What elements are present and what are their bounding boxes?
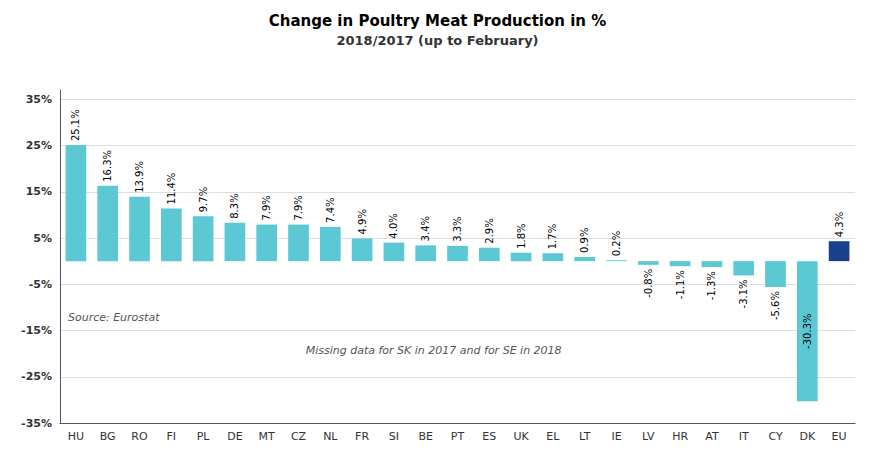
svg-text:-5.6%: -5.6% [770, 291, 781, 320]
svg-text:7.9%: 7.9% [293, 195, 304, 220]
svg-text:9.7%: 9.7% [198, 187, 209, 212]
svg-text:-30.3%: -30.3% [802, 313, 813, 348]
svg-text:IT: IT [739, 430, 749, 443]
svg-text:CZ: CZ [291, 430, 307, 443]
svg-text:7.4%: 7.4% [325, 197, 336, 222]
svg-text:-15%: -15% [21, 324, 52, 337]
svg-text:LT: LT [579, 430, 591, 443]
svg-text:CY: CY [768, 430, 782, 443]
svg-text:RO: RO [131, 430, 148, 443]
svg-text:AT: AT [705, 430, 719, 443]
svg-text:-1.1%: -1.1% [675, 270, 686, 299]
svg-text:3.3%: 3.3% [452, 216, 463, 241]
svg-text:16.3%: 16.3% [102, 150, 113, 182]
svg-text:MT: MT [259, 430, 275, 443]
svg-text:-35%: -35% [21, 417, 52, 430]
svg-text:15%: 15% [26, 185, 52, 198]
svg-text:7.9%: 7.9% [261, 195, 272, 220]
svg-text:HU: HU [68, 430, 84, 443]
svg-text:25%: 25% [26, 139, 52, 152]
svg-text:0.2%: 0.2% [611, 231, 622, 256]
svg-text:-25%: -25% [21, 370, 52, 383]
svg-text:2018/2017 (up to February): 2018/2017 (up to February) [336, 33, 538, 48]
svg-text:4.3%: 4.3% [834, 212, 845, 237]
svg-text:IE: IE [611, 430, 621, 443]
svg-text:HR: HR [672, 430, 688, 443]
svg-text:11.4%: 11.4% [166, 173, 177, 205]
svg-text:EL: EL [546, 430, 560, 443]
svg-text:EU: EU [832, 430, 847, 443]
svg-text:3.4%: 3.4% [420, 216, 431, 241]
svg-text:-5%: -5% [29, 278, 52, 291]
svg-text:UK: UK [513, 430, 529, 443]
svg-text:-3.1%: -3.1% [738, 279, 749, 308]
svg-text:35%: 35% [26, 93, 52, 106]
svg-text:1.8%: 1.8% [516, 223, 527, 248]
svg-text:NL: NL [323, 430, 338, 443]
svg-text:BG: BG [100, 430, 116, 443]
svg-text:PL: PL [197, 430, 211, 443]
svg-text:4.0%: 4.0% [388, 213, 399, 238]
svg-text:4.9%: 4.9% [357, 209, 368, 234]
svg-text:FR: FR [355, 430, 369, 443]
svg-text:25.1%: 25.1% [70, 109, 81, 141]
svg-text:1.7%: 1.7% [547, 224, 558, 249]
svg-text:Missing data for SK in 2017 an: Missing data for SK in 2017 and for SE i… [306, 344, 562, 357]
svg-text:Change in Poultry Meat Product: Change in Poultry Meat Production in % [269, 12, 607, 30]
svg-text:5%: 5% [33, 232, 52, 245]
svg-text:BE: BE [418, 430, 433, 443]
svg-text:DE: DE [227, 430, 242, 443]
svg-text:-1.3%: -1.3% [706, 271, 717, 300]
svg-text:13.9%: 13.9% [134, 161, 145, 193]
svg-text:2.9%: 2.9% [484, 218, 495, 243]
svg-text:-0.8%: -0.8% [643, 269, 654, 298]
svg-text:SI: SI [389, 430, 399, 443]
svg-text:Source: Eurostat: Source: Eurostat [68, 311, 160, 324]
svg-text:8.3%: 8.3% [229, 193, 240, 218]
svg-text:FI: FI [167, 430, 177, 443]
svg-text:PT: PT [451, 430, 465, 443]
svg-text:0.9%: 0.9% [579, 228, 590, 253]
svg-text:DK: DK [799, 430, 815, 443]
svg-text:LV: LV [642, 430, 655, 443]
svg-text:ES: ES [482, 430, 496, 443]
